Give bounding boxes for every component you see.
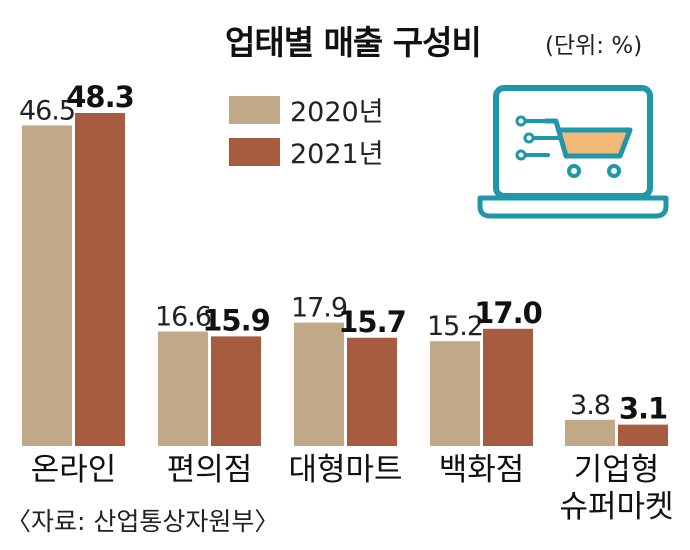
source-note: 〈자료: 산업통상자원부〉 bbox=[6, 507, 279, 536]
legend: 2020년 2021년 bbox=[229, 96, 384, 170]
value-label-2021-0: 48.3 bbox=[66, 80, 134, 114]
value-label-2020-2: 17.9 bbox=[291, 293, 347, 324]
value-label-2020-3: 15.2 bbox=[427, 311, 483, 342]
category-label-0: 온라인 bbox=[31, 452, 117, 488]
category-label-2: 대형마트 bbox=[288, 452, 402, 488]
bars: 46.548.3 16.615.9 17.915.7 15.217.0 3.8 3.1 bbox=[19, 80, 668, 446]
category-label-4-line-0: 기업형 bbox=[574, 452, 660, 488]
bar-2021-3 bbox=[483, 328, 533, 446]
value-label-2021-4: 3.1 bbox=[619, 392, 667, 426]
value-label-2020-0: 46.5 bbox=[19, 95, 75, 126]
chart-title: 업태별 매출 구성비 bbox=[225, 23, 481, 62]
bar-2020-4 bbox=[565, 419, 615, 446]
bar-2021-1 bbox=[211, 336, 261, 446]
bar-2021-0 bbox=[75, 113, 125, 446]
value-label-2021-3: 17.0 bbox=[474, 296, 542, 330]
laptop-shopping-cart-icon bbox=[477, 85, 669, 219]
value-label-2020-4: 3.8 bbox=[570, 390, 610, 421]
legend-label-2020: 2020년 bbox=[290, 97, 384, 128]
bar-2021-2 bbox=[347, 337, 397, 446]
legend-swatch-2021 bbox=[229, 138, 280, 166]
category-label-3: 백화점 bbox=[439, 452, 525, 488]
legend-label-2021: 2021년 bbox=[290, 139, 384, 170]
legend-swatch-2020 bbox=[229, 96, 280, 124]
value-label-2020-1: 16.6 bbox=[155, 302, 211, 333]
value-label-2021-1: 15.9 bbox=[202, 303, 270, 337]
category-label-4-line-1: 슈퍼마켓 bbox=[559, 489, 673, 525]
bar-2021-4 bbox=[618, 424, 668, 446]
value-label-2021-2: 15.7 bbox=[338, 305, 406, 339]
unit-label: (단위: %) bbox=[545, 33, 642, 59]
bar-2020-2 bbox=[294, 322, 344, 446]
category-label-1: 편의점 bbox=[167, 452, 253, 488]
bar-2020-3 bbox=[430, 341, 480, 446]
bar-2020-0 bbox=[22, 125, 72, 446]
bar-2020-1 bbox=[158, 331, 208, 446]
